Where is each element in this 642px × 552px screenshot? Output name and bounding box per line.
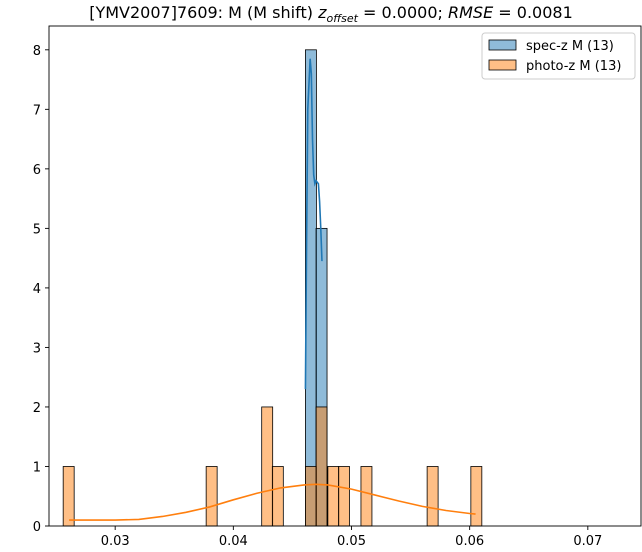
kde-layer	[69, 58, 476, 521]
hist-bar-photo-0	[62, 466, 75, 527]
hist-bar-photo-6	[327, 466, 340, 527]
chart-title: [YMV2007]7609: M (M shift) zoffset = 0.0…	[89, 3, 573, 25]
legend-label-spec: spec-z M (13)	[526, 39, 614, 54]
hist-bar-photo-4	[305, 466, 317, 527]
hist-bar-photo-2	[261, 406, 274, 527]
x-tick-label: 0.07	[573, 534, 602, 549]
x-tick-label: 0.03	[101, 534, 130, 549]
legend: spec-z M (13) photo-z M (13)	[481, 32, 636, 80]
bars-layer	[62, 49, 483, 527]
hist-bar-photo-7	[338, 466, 350, 527]
y-tick-label: 8	[33, 44, 41, 59]
hist-bar-photo-1	[205, 466, 218, 527]
hist-bar-photo-8	[360, 466, 373, 527]
legend-swatch-spec	[488, 39, 517, 51]
axes-frame	[48, 25, 642, 527]
hist-bar-photo-10	[470, 466, 483, 527]
y-tick-label: 2	[33, 401, 41, 416]
hist-bar-photo-3	[271, 466, 284, 527]
axes-layer: 0.03 0.04 0.05 0.06 0.07 0 1 2 3 4 5 6 7 8	[33, 25, 642, 549]
x-tick-label: 0.05	[337, 534, 366, 549]
legend-box	[481, 32, 636, 80]
y-tick-label: 3	[33, 341, 41, 356]
y-tick-label: 4	[33, 282, 41, 297]
hist-bar-photo-5	[315, 406, 328, 527]
x-tick-label: 0.06	[455, 534, 484, 549]
y-tick-label: 5	[33, 222, 41, 237]
y-tick-label: 7	[33, 103, 41, 118]
kde-line-photo	[69, 483, 476, 521]
legend-label-photo: photo-z M (13)	[526, 59, 621, 74]
y-tick-label: 1	[33, 460, 41, 475]
y-tick-label: 0	[33, 520, 41, 535]
kde-line-spec	[304, 58, 323, 390]
y-tick-label: 6	[33, 163, 41, 178]
legend-swatch-photo	[488, 59, 517, 71]
hist-bar-photo-9	[426, 466, 439, 527]
x-tick-label: 0.04	[219, 534, 248, 549]
